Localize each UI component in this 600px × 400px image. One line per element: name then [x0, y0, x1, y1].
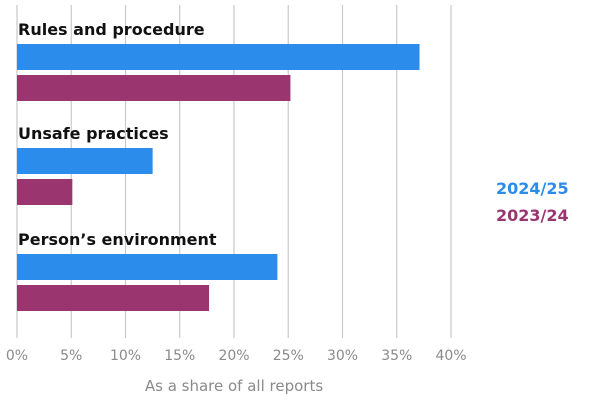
bar-2024-25-2: [17, 254, 278, 280]
bars: [17, 44, 420, 311]
legend-entry: 2023/24: [496, 206, 569, 225]
x-tick-label: 40%: [435, 348, 466, 364]
x-axis-label: As a share of all reports: [145, 377, 323, 395]
category-labels: Rules and procedure Unsafe practices Perso…: [18, 20, 217, 249]
bar-2024-25-1: [17, 148, 153, 174]
x-tick-label: 20%: [218, 348, 249, 364]
x-tick-label: 35%: [381, 348, 412, 364]
category-label: Person’s environment: [18, 230, 217, 249]
x-tick-label: 5%: [60, 348, 82, 364]
bar-2024-25-0: [17, 44, 420, 70]
x-tick-label: 0%: [6, 348, 28, 364]
x-tick-labels: 0% 5% 10% 15% 20% 25% 30% 35% 40%: [6, 348, 467, 364]
category-label: Unsafe practices: [18, 124, 169, 143]
category-label: Rules and procedure: [18, 20, 205, 39]
x-tick-label: 25%: [273, 348, 304, 364]
x-tick-label: 15%: [164, 348, 195, 364]
x-tick-label: 10%: [110, 348, 141, 364]
bar-2023-24-1: [17, 179, 73, 205]
legend-entry: 2024/25: [496, 179, 569, 198]
legend: 2024/25 2023/24: [496, 179, 569, 225]
bar-2023-24-0: [17, 75, 291, 101]
x-tick-label: 30%: [327, 348, 358, 364]
bar-2023-24-2: [17, 285, 210, 311]
